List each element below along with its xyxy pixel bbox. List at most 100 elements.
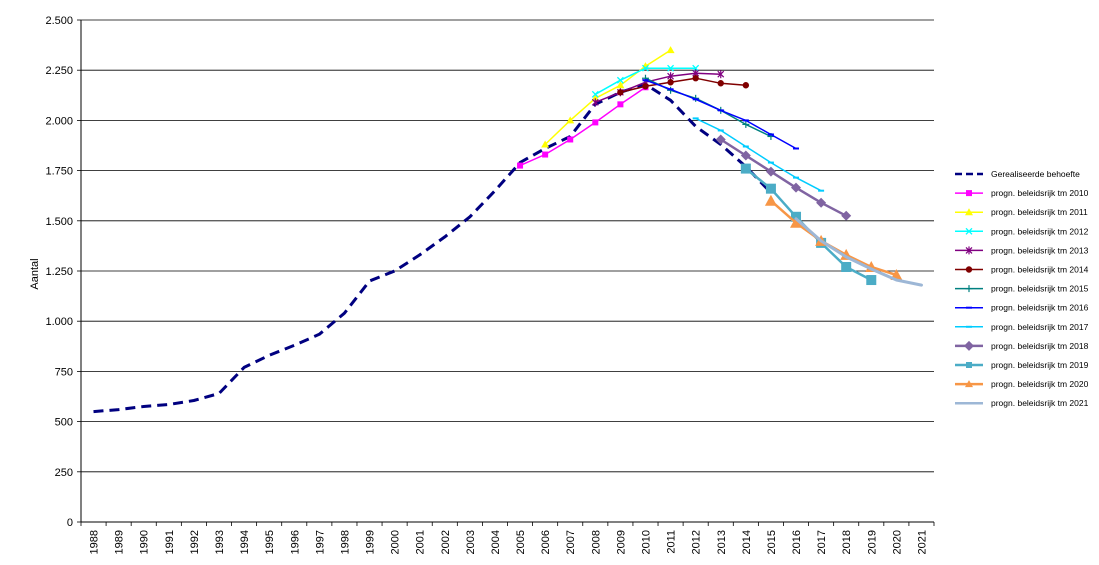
y-tick-label: 2.000 <box>45 115 73 127</box>
data-point <box>642 83 649 90</box>
data-point <box>592 119 599 126</box>
data-point <box>717 70 725 79</box>
series-9 <box>715 134 852 221</box>
legend-item: progn. beleidsrijk tm 2017 <box>955 322 1089 332</box>
series-3 <box>591 64 700 98</box>
series-2 <box>541 46 675 148</box>
data-point <box>641 62 650 70</box>
data-point <box>965 208 973 216</box>
x-tick-label: 1998 <box>339 530 351 554</box>
series-5 <box>617 75 750 96</box>
data-point <box>542 151 549 158</box>
x-tick-label: 2000 <box>390 530 402 554</box>
data-point <box>692 75 699 82</box>
legend-label: progn. beleidsrijk tm 2012 <box>991 226 1089 236</box>
y-tick-label: 0 <box>67 517 73 529</box>
x-axis-ticks: 1988 1989 1990 1991 1992 1993 1994 1995 1996 1997… <box>80 522 935 554</box>
x-tick-label: 1988 <box>89 530 101 554</box>
legend-item: progn. beleidsrijk tm 2010 <box>955 188 1089 198</box>
x-tick-label: 1995 <box>264 530 276 554</box>
data-point <box>517 162 524 169</box>
legend-item: progn. beleidsrijk tm 2016 <box>955 303 1089 313</box>
data-point <box>765 166 776 177</box>
legend-label: progn. beleidsrijk tm 2014 <box>991 265 1089 275</box>
legend-item: progn. beleidsrijk tm 2019 <box>955 360 1089 370</box>
x-tick-label: 2017 <box>816 530 828 554</box>
y-tick-label: 1.000 <box>45 316 73 328</box>
y-tick-label: 500 <box>55 417 73 429</box>
x-tick-label: 2018 <box>841 530 853 554</box>
data-point <box>740 163 751 174</box>
x-tick-label: 2020 <box>891 530 903 554</box>
y-tick-label: 2.500 <box>45 15 73 27</box>
y-tick-label: 750 <box>55 366 73 378</box>
data-point <box>841 261 852 272</box>
series-line <box>93 82 772 414</box>
data-point <box>566 116 575 124</box>
data-point <box>742 120 750 128</box>
x-tick-label: 1997 <box>314 530 326 554</box>
data-point <box>965 285 973 293</box>
data-point <box>692 64 700 72</box>
legend-item: progn. beleidsrijk tm 2013 <box>955 245 1089 255</box>
legend-label: progn. beleidsrijk tm 2020 <box>991 379 1089 389</box>
data-point <box>966 190 972 197</box>
data-point <box>667 64 675 72</box>
x-tick-label: 1996 <box>289 530 301 554</box>
data-point <box>816 197 827 208</box>
series-line <box>719 138 848 218</box>
data-point <box>740 150 751 161</box>
legend-label: Gerealiseerde behoefte <box>991 169 1080 179</box>
x-tick-label: 2009 <box>615 530 627 554</box>
x-tick-label: 2019 <box>866 530 878 554</box>
series-line <box>694 117 822 192</box>
data-point <box>616 76 624 84</box>
legend-item: progn. beleidsrijk tm 2012 <box>955 226 1089 236</box>
x-tick-label: 2013 <box>716 530 728 554</box>
x-tick-label: 2003 <box>465 530 477 554</box>
series-6 <box>641 74 775 140</box>
x-tick-label: 2015 <box>766 530 778 554</box>
data-point <box>667 72 674 81</box>
series-11 <box>764 194 903 281</box>
data-point <box>966 362 972 368</box>
x-tick-label: 2021 <box>916 530 928 554</box>
x-tick-label: 1989 <box>114 530 126 554</box>
legend-item: progn. beleidsrijk tm 2015 <box>955 284 1089 294</box>
x-tick-label: 2006 <box>540 530 552 554</box>
x-tick-label: 2010 <box>640 530 652 554</box>
legend-label: progn. beleidsrijk tm 2013 <box>991 245 1089 255</box>
x-tick-label: 1994 <box>239 530 251 554</box>
series-line <box>594 72 722 104</box>
series-line <box>619 77 747 94</box>
data-point <box>591 90 599 98</box>
y-tick-label: 1.250 <box>45 266 73 278</box>
data-point <box>965 227 973 235</box>
legend-label: progn. beleidsrijk tm 2016 <box>991 303 1089 313</box>
data-point <box>591 98 599 107</box>
x-tick-label: 2005 <box>515 530 527 554</box>
x-tick-label: 2012 <box>691 530 703 554</box>
data-point <box>791 182 802 193</box>
legend: Gerealiseerde behoefte progn. beleidsrijk… <box>955 169 1089 408</box>
legend-label: progn. beleidsrijk tm 2018 <box>991 341 1089 351</box>
data-point <box>965 380 973 388</box>
data-point <box>765 183 776 194</box>
x-tick-label: 2014 <box>741 530 753 554</box>
data-point <box>764 194 777 206</box>
data-point <box>841 210 852 221</box>
legend-item: progn. beleidsrijk tm 2021 <box>955 398 1089 408</box>
data-point <box>965 266 973 273</box>
data-point <box>617 89 624 96</box>
data-point <box>717 80 724 87</box>
x-tick-label: 2002 <box>440 530 452 554</box>
x-tick-label: 2008 <box>590 530 602 554</box>
series-10 <box>740 163 877 286</box>
series-line <box>794 217 923 287</box>
y-tick-label: 1.500 <box>45 216 73 228</box>
series-group <box>93 46 923 414</box>
x-tick-label: 2004 <box>490 530 502 554</box>
series-8 <box>692 117 825 192</box>
legend-label: progn. beleidsrijk tm 2019 <box>991 360 1089 370</box>
y-tick-label: 250 <box>55 467 73 479</box>
